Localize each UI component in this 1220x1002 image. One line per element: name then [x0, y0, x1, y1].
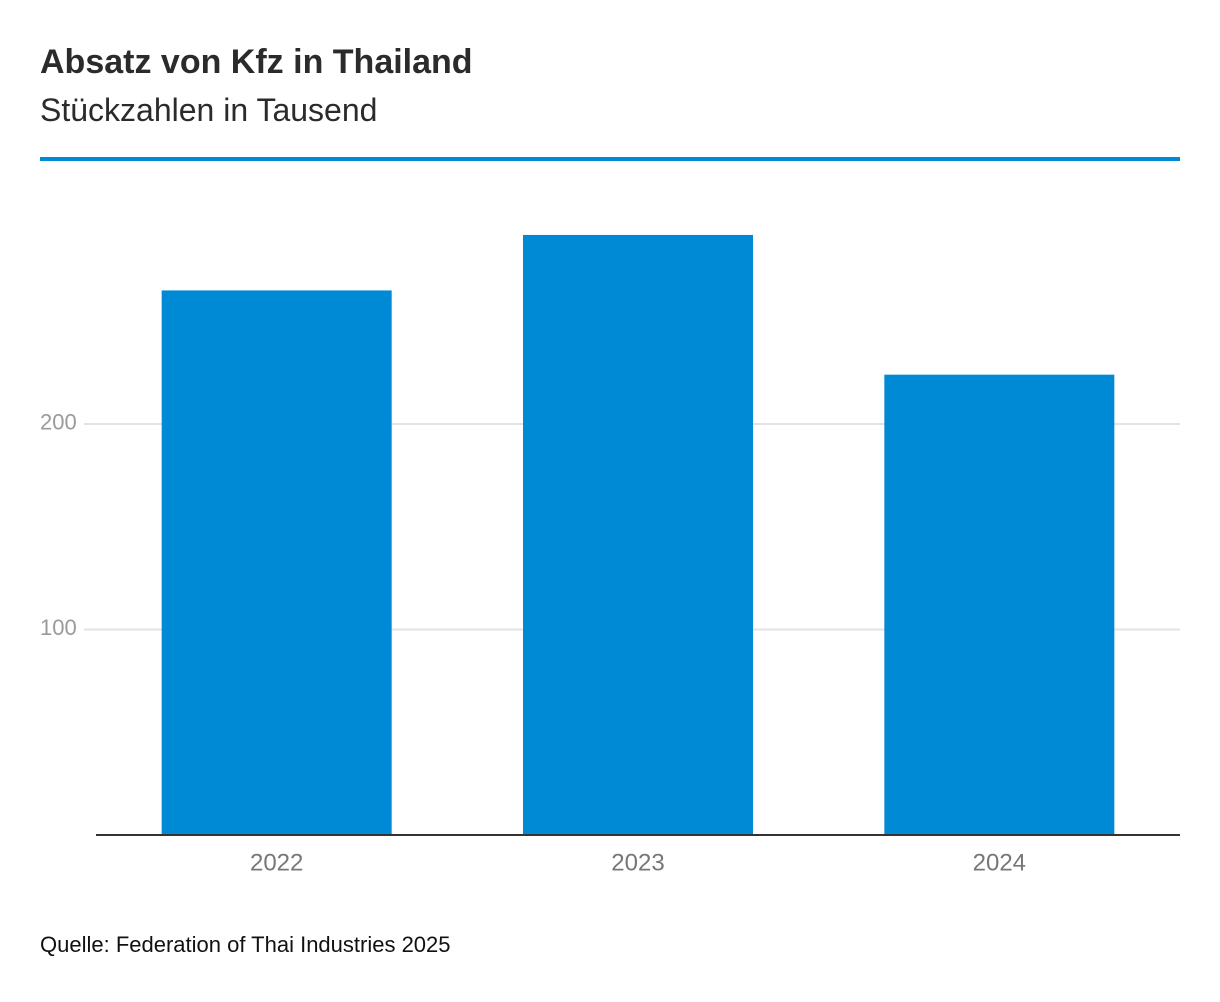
- axis-labels: 100 200 2022 2023 2024: [38, 410, 1026, 876]
- source-note: Quelle: Federation of Thai Industries 20…: [40, 932, 451, 957]
- bar-2023: [523, 234, 753, 835]
- bars: [161, 234, 1115, 835]
- y-tick-label: 100: [40, 615, 77, 640]
- x-tick-label: 2022: [250, 849, 303, 876]
- x-tick-label: 2024: [973, 849, 1026, 876]
- chart-subtitle: Stückzahlen in Tausend: [40, 92, 378, 128]
- bar-2022: [161, 290, 392, 835]
- y-tick-label-bg: [38, 410, 84, 438]
- y-tick-label: 200: [40, 410, 77, 435]
- y-tick-label-bg: [38, 615, 84, 644]
- x-tick-label: 2023: [611, 849, 664, 876]
- bar-2024: [884, 374, 1115, 835]
- title-divider: [40, 157, 1180, 161]
- chart-title: Absatz von Kfz in Thailand: [40, 43, 473, 81]
